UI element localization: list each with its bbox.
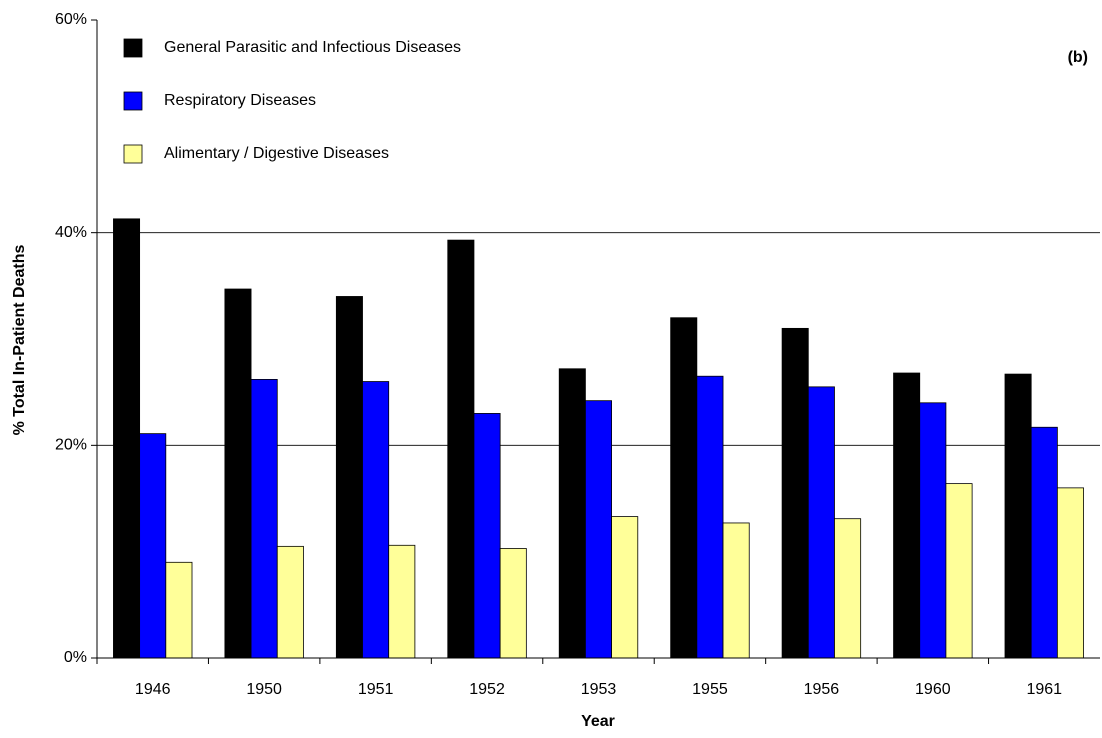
bar [388,544,416,659]
legend-label: General Parasitic and Infectious Disease… [164,39,461,56]
x-axis-label: Year [581,713,615,730]
bar [670,317,698,659]
y-tick-label: 60% [55,11,87,28]
x-tick-label: 1946 [135,681,171,698]
x-tick-label: 1961 [1026,681,1062,698]
bar [919,402,947,659]
bar [893,372,921,659]
bar [165,561,193,659]
bar [499,548,527,659]
bar [696,375,724,659]
bar [224,288,252,659]
bar [1004,373,1032,659]
annotation: (b) [1068,49,1088,66]
x-tick-label: 1960 [915,681,951,698]
bar [473,413,501,659]
x-tick-label: 1950 [246,681,282,698]
x-tick-label: 1951 [358,681,394,698]
bar [611,516,639,659]
bar [807,386,835,659]
legend-label: Alimentary / Digestive Diseases [164,145,389,162]
bar [1030,426,1058,659]
bar [945,483,973,659]
bar [834,518,862,659]
y-tick-label: 20% [55,437,87,454]
x-tick-label: 1953 [581,681,617,698]
bar [558,368,586,659]
bar [447,239,475,659]
y-tick-label: 0% [64,649,87,666]
x-tick-label: 1955 [692,681,728,698]
bar [362,381,390,659]
bar [585,400,612,659]
legend-swatch [123,144,143,164]
legend-swatch [123,38,143,58]
y-tick-label: 40% [55,224,87,241]
legend-label: Respiratory Diseases [164,92,316,109]
x-tick-label: 1956 [804,681,840,698]
bar [1056,487,1084,659]
bar [250,379,278,659]
legend-swatch [123,91,143,111]
bar [139,433,167,659]
bar [276,545,304,659]
bar [722,522,750,659]
y-axis-label: % Total In-Patient Deaths [11,244,28,435]
x-tick-label: 1952 [469,681,505,698]
bar [113,218,141,659]
bar [335,296,363,659]
bar [781,327,809,659]
